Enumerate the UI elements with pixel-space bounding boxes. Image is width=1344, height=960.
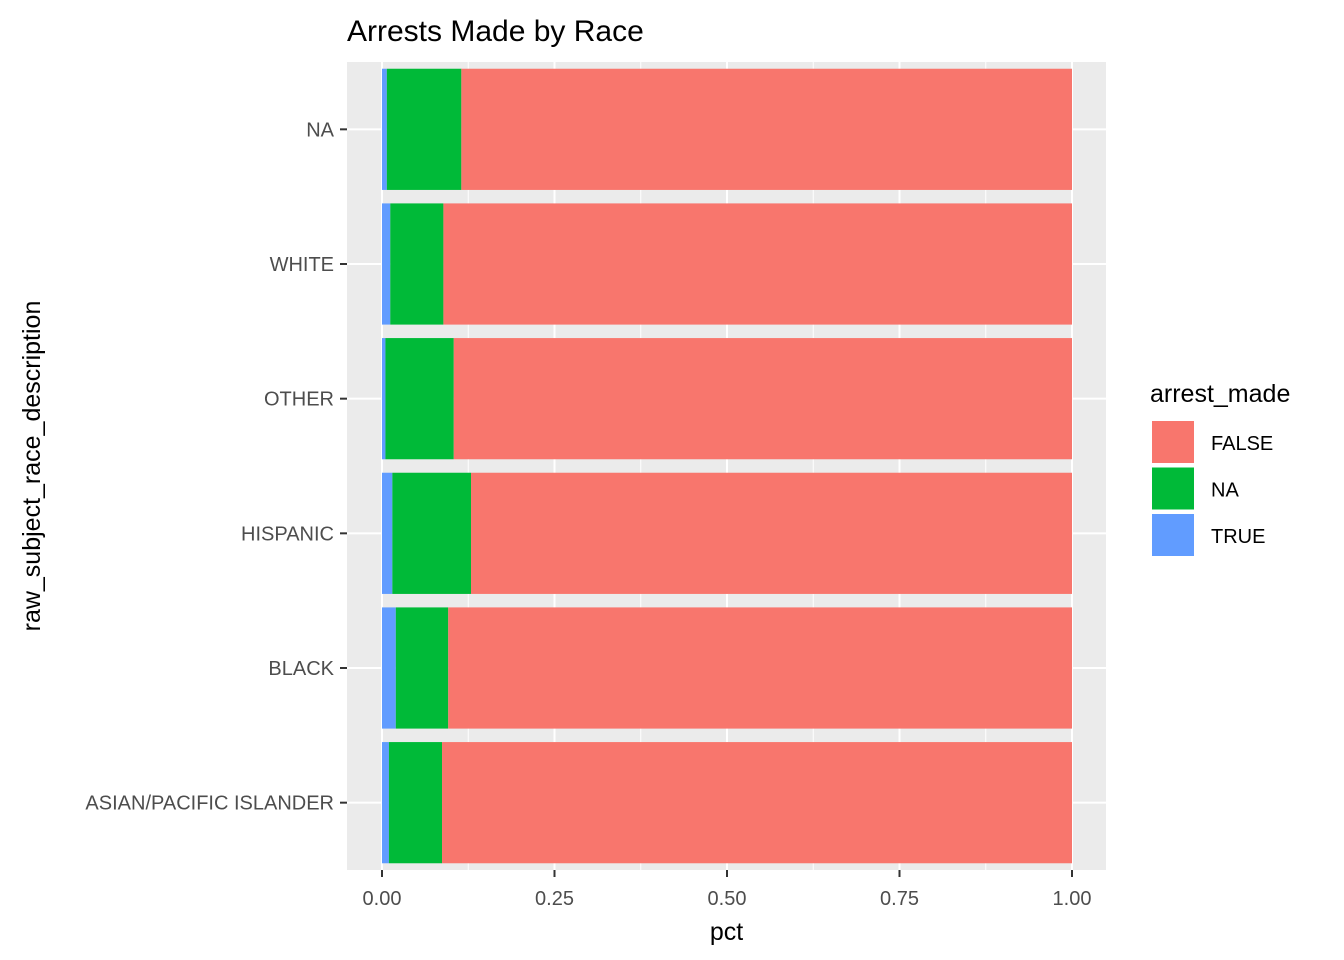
bar-segment-false: [448, 607, 1072, 729]
bar-segment-false: [443, 203, 1072, 325]
bar-segment-na: [395, 607, 449, 729]
bar-segment-na: [385, 338, 454, 460]
bar-segment-true: [382, 203, 391, 325]
bar-segment-true: [382, 472, 393, 594]
x-axis-title: pct: [710, 918, 743, 946]
bar-segment-false: [461, 68, 1073, 190]
x-tick-label: 0.00: [363, 888, 402, 910]
legend-key-swatch: [1152, 514, 1194, 556]
legend: arrest_made FALSE NA TRUE: [1150, 380, 1290, 556]
y-tick-label: NA: [306, 119, 334, 141]
bar-segment-na: [390, 203, 444, 325]
bar-segment-false: [453, 338, 1072, 460]
x-tick-label: 0.50: [708, 888, 747, 910]
y-tick-label: ASIAN/PACIFIC ISLANDER: [85, 793, 334, 815]
y-tick-label: WHITE: [270, 254, 334, 276]
legend-key-swatch: [1152, 421, 1194, 463]
bar-segment-na: [388, 742, 443, 864]
bar-segment-false: [471, 472, 1072, 594]
x-tick-label: 0.25: [535, 888, 574, 910]
y-axis-title: raw_subject_race_description: [18, 301, 46, 632]
chart-title: Arrests Made by Race: [347, 15, 644, 48]
bar-segment-false: [442, 742, 1072, 864]
legend-title: arrest_made: [1150, 380, 1290, 408]
y-tick-label: BLACK: [268, 658, 334, 680]
bar-segment-true: [382, 338, 386, 460]
legend-entry-label: NA: [1211, 480, 1239, 502]
bar-segment-true: [382, 742, 389, 864]
x-tick-label: 0.75: [880, 888, 919, 910]
bars: [382, 68, 1073, 864]
legend-entry-label: TRUE: [1211, 526, 1265, 548]
legend-entry-label: FALSE: [1211, 433, 1273, 455]
y-tick-label: OTHER: [264, 389, 334, 411]
x-tick-label: 1.00: [1053, 888, 1092, 910]
y-axis: ASIAN/PACIFIC ISLANDER BLACK HISPANIC OTHER…: [85, 119, 347, 815]
bar-segment-na: [392, 472, 472, 594]
bar-segment-true: [382, 607, 396, 729]
legend-key-swatch: [1152, 467, 1194, 510]
y-tick-label: HISPANIC: [241, 523, 334, 545]
bar-segment-true: [382, 68, 387, 190]
x-axis: 0.00 0.25 0.50 0.75 1.00: [363, 870, 1092, 910]
bar-segment-na: [386, 68, 462, 190]
